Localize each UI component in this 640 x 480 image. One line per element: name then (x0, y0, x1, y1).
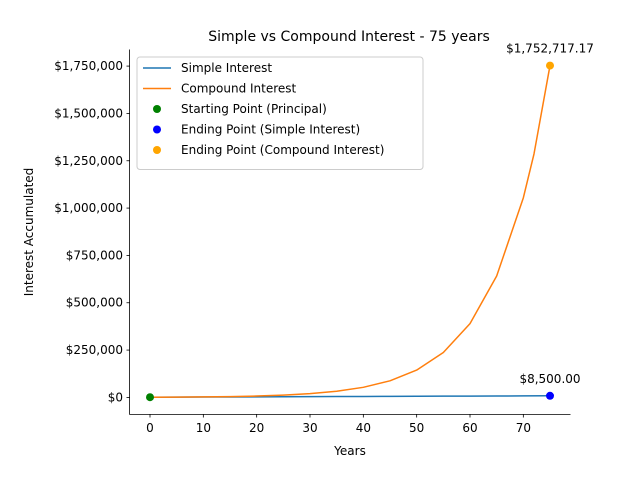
legend: Simple Interest Compound Interest Starting… (136, 56, 424, 170)
chart-title: Simple vs Compound Interest - 75 years (208, 29, 490, 45)
data-point-1 (546, 391, 554, 400)
legend-swatch-dot (153, 125, 161, 134)
x-axis-label: Years (333, 444, 366, 458)
x-tick-label: 10 (196, 421, 211, 435)
x-tick-label: 60 (462, 421, 477, 435)
y-tick-label: $1,250,000 (54, 154, 123, 168)
legend-label: Compound Interest (181, 82, 297, 96)
y-axis-label: Interest Accumulated (22, 168, 36, 297)
data-point-0 (146, 393, 154, 402)
legend-swatch-dot (153, 105, 161, 113)
annotation-label-0: $8,500.00 (519, 372, 580, 386)
y-tick-label: $250,000 (66, 343, 123, 357)
x-tick-label: 50 (409, 421, 424, 435)
y-tick-label: $1,500,000 (54, 106, 123, 120)
y-tick-label: $750,000 (66, 248, 123, 262)
y-ticks: $0 $250,000 $500,000 $750,000 $1,000,000 $1,2… (54, 59, 130, 404)
data-point-2 (546, 61, 554, 70)
series-line-1 (149, 65, 551, 398)
y-tick-label: $500,000 (66, 296, 123, 310)
annotation-layer: $8,500.00 $1,752,717.17 (506, 42, 594, 386)
legend-label: Ending Point (Compound Interest) (181, 143, 384, 157)
y-tick-label: $1,000,000 (54, 201, 123, 215)
legend-swatch-dot (153, 146, 161, 154)
x-tick-label: 20 (249, 421, 264, 435)
y-tick-label: $1,750,000 (54, 59, 123, 73)
annotation-label-1: $1,752,717.17 (506, 42, 594, 56)
y-tick-label: $0 (108, 390, 123, 404)
legend-box (136, 56, 424, 170)
x-tick-label: 40 (356, 421, 371, 435)
legend-label: Simple Interest (181, 61, 272, 75)
x-tick-label: 30 (302, 421, 317, 435)
x-tick-label: 0 (146, 421, 154, 435)
x-tick-label: 70 (516, 421, 531, 435)
series-layer (149, 65, 551, 398)
legend-label: Starting Point (Principal) (181, 102, 327, 116)
points-layer (146, 61, 554, 402)
legend-label: Ending Point (Simple Interest) (181, 123, 360, 137)
x-ticks: 0 10 20 30 40 50 60 70 (146, 414, 531, 435)
